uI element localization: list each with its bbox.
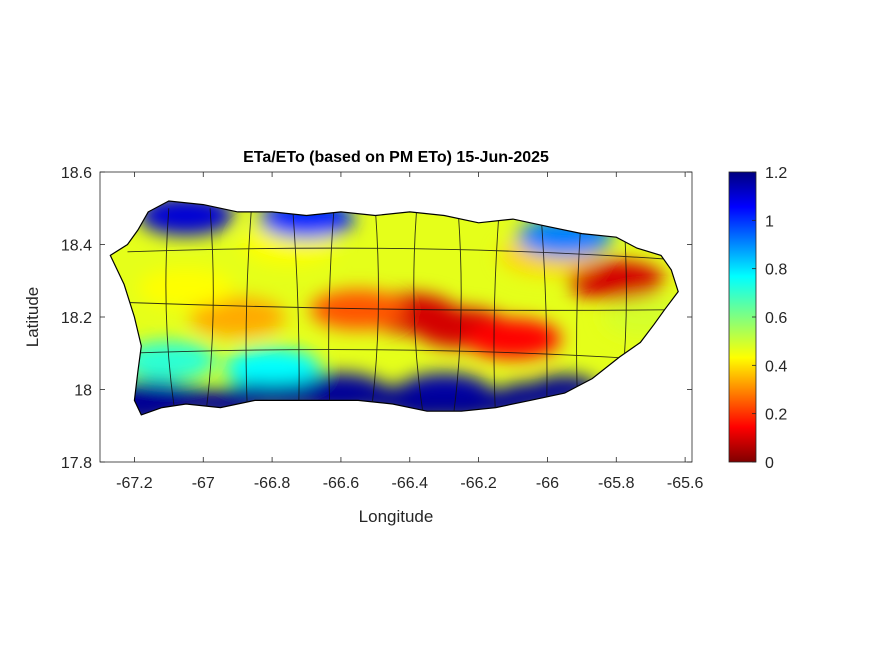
colorbar-tick-label: 0.2 [765,407,787,424]
x-tick-label: -66 [536,475,559,492]
colorbar-tick-label: 1 [765,213,774,230]
x-tick-label: -66.6 [323,475,360,492]
y-tick-label: 18 [74,383,92,400]
x-axis-label: Longitude [359,507,434,526]
colorbar-tick-label: 0.4 [765,358,787,375]
colorbar-tick-label: 0.6 [765,310,787,327]
municipality-boundary [328,208,335,412]
chart-title: ETa/ETo (based on PM ETo) 15-Jun-2025 [243,149,549,166]
y-axis-label: Latitude [23,287,42,348]
colorbar-ticks: 0 0.2 0.4 0.6 0.8 1 1.2 [752,165,787,472]
x-tick-label: -67.2 [116,475,153,492]
x-tick-label: -67 [192,475,215,492]
municipality-boundary [370,208,379,412]
y-tick-label: 18.6 [61,165,92,182]
municipality-boundary [493,208,500,412]
municipality-boundary [127,302,665,311]
municipality-boundary [453,208,462,412]
x-tick-label: -65.6 [667,475,704,492]
municipality-boundary [413,208,424,412]
municipality-boundary [165,208,176,412]
raster-cell [224,347,321,388]
municipality-boundary [292,208,300,412]
colorbar-tick-label: 0 [765,455,774,472]
x-tick-label: -66.2 [460,475,497,492]
x-tick-label: -65.8 [598,475,635,492]
municipality-boundary [127,247,665,260]
y-tick-label: 17.8 [61,455,92,472]
y-axis: 17.8 18 18.2 18.4 18.6 [61,165,692,472]
municipality-boundary [127,349,665,361]
colorbar [728,171,757,463]
y-tick-label: 18.4 [61,238,92,255]
colorbar-tick-label: 1.2 [765,165,787,182]
x-tick-label: -66.4 [392,475,429,492]
colorbar-tick-label: 0.8 [765,262,787,279]
raster-cell [138,268,234,308]
raster-cell [310,289,407,330]
x-axis: -67.2 -67 -66.8 -66.6 -66.4 -66.2 -66 -65.8 -65.… [116,172,703,492]
municipality-boundary [245,208,252,412]
island-outline [109,200,679,416]
raster-cell [568,260,665,301]
raster-cell [465,318,561,359]
x-tick-label: -66.8 [254,475,291,492]
municipality-boundary [540,208,548,412]
y-tick-label: 18.2 [61,310,92,327]
municipality-boundary [205,208,214,412]
